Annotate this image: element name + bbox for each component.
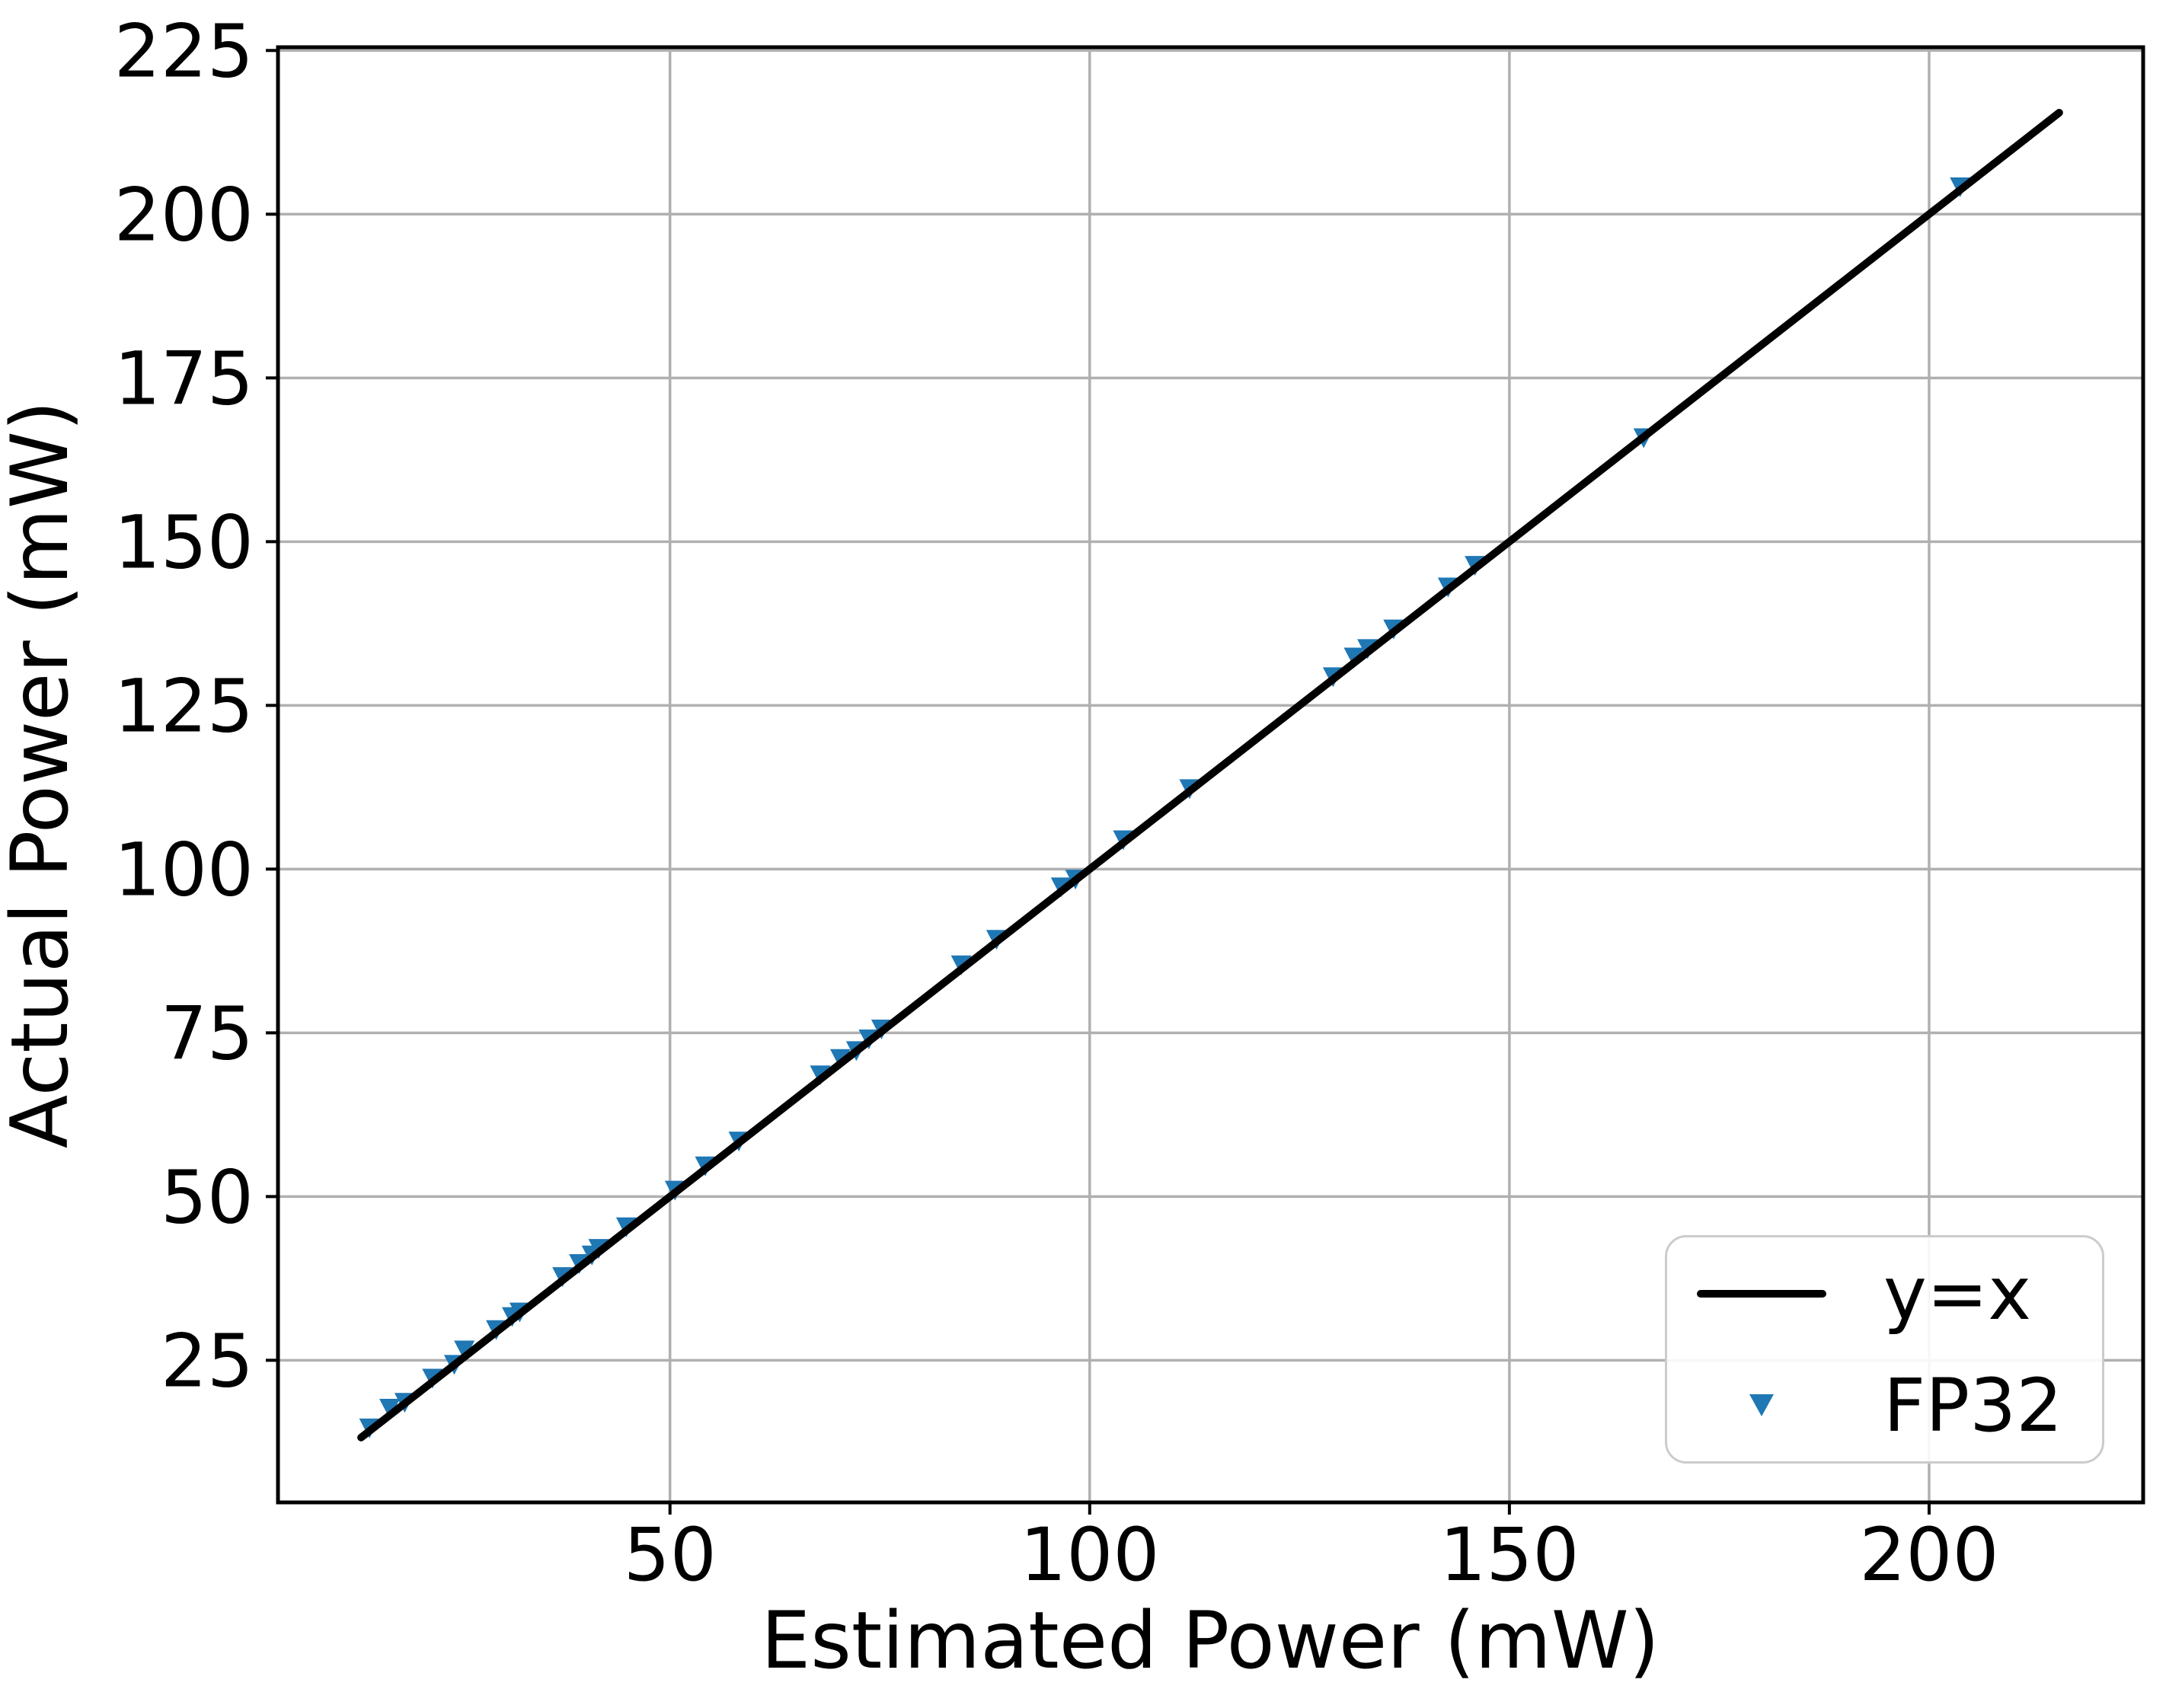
y-tick-label: 150 bbox=[114, 500, 254, 585]
x-axis-label: Estimated Power (mW) bbox=[761, 1595, 1660, 1687]
legend-item-fp32: FP32 bbox=[1667, 1349, 2102, 1461]
y-axis-label: Actual Power (mW) bbox=[0, 401, 86, 1148]
legend-sample-slot bbox=[1697, 1394, 1826, 1416]
axes: 50 100 150 200 25 50 75 100 125 150 175 200 225 bbox=[114, 8, 2145, 1598]
legend-line-sample bbox=[1697, 1289, 1826, 1298]
y-tick-label: 175 bbox=[114, 336, 254, 421]
legend-sample-slot bbox=[1697, 1289, 1826, 1298]
identity-line bbox=[357, 109, 2063, 1441]
legend: y=x FP32 bbox=[1665, 1235, 2104, 1464]
y-tick-label: 200 bbox=[114, 172, 254, 257]
x-tick-label: 200 bbox=[1859, 1512, 1998, 1598]
gridlines bbox=[278, 47, 2143, 1502]
y-tick-label: 25 bbox=[161, 1318, 254, 1403]
legend-item-line: y=x bbox=[1667, 1237, 2102, 1349]
fp32-marker bbox=[1343, 647, 1365, 668]
fp32-marker bbox=[379, 1399, 401, 1419]
legend-triangle-down-icon bbox=[1749, 1394, 1774, 1416]
x-tick-label: 50 bbox=[624, 1512, 717, 1598]
legend-label-fp32: FP32 bbox=[1883, 1362, 2063, 1448]
fp32-marker bbox=[454, 1340, 475, 1361]
axes-spines bbox=[276, 45, 2145, 1505]
data-series bbox=[357, 109, 2063, 1441]
y-tick-label: 225 bbox=[114, 8, 254, 94]
y-tick-label: 125 bbox=[114, 663, 254, 749]
y-tick-label: 100 bbox=[114, 827, 254, 912]
y-tick-label: 75 bbox=[161, 991, 254, 1076]
x-tick-label: 150 bbox=[1439, 1512, 1579, 1598]
y-tick-label: 50 bbox=[161, 1154, 254, 1240]
x-tick-label: 100 bbox=[1020, 1512, 1159, 1598]
legend-label-yx: y=x bbox=[1883, 1250, 2032, 1336]
